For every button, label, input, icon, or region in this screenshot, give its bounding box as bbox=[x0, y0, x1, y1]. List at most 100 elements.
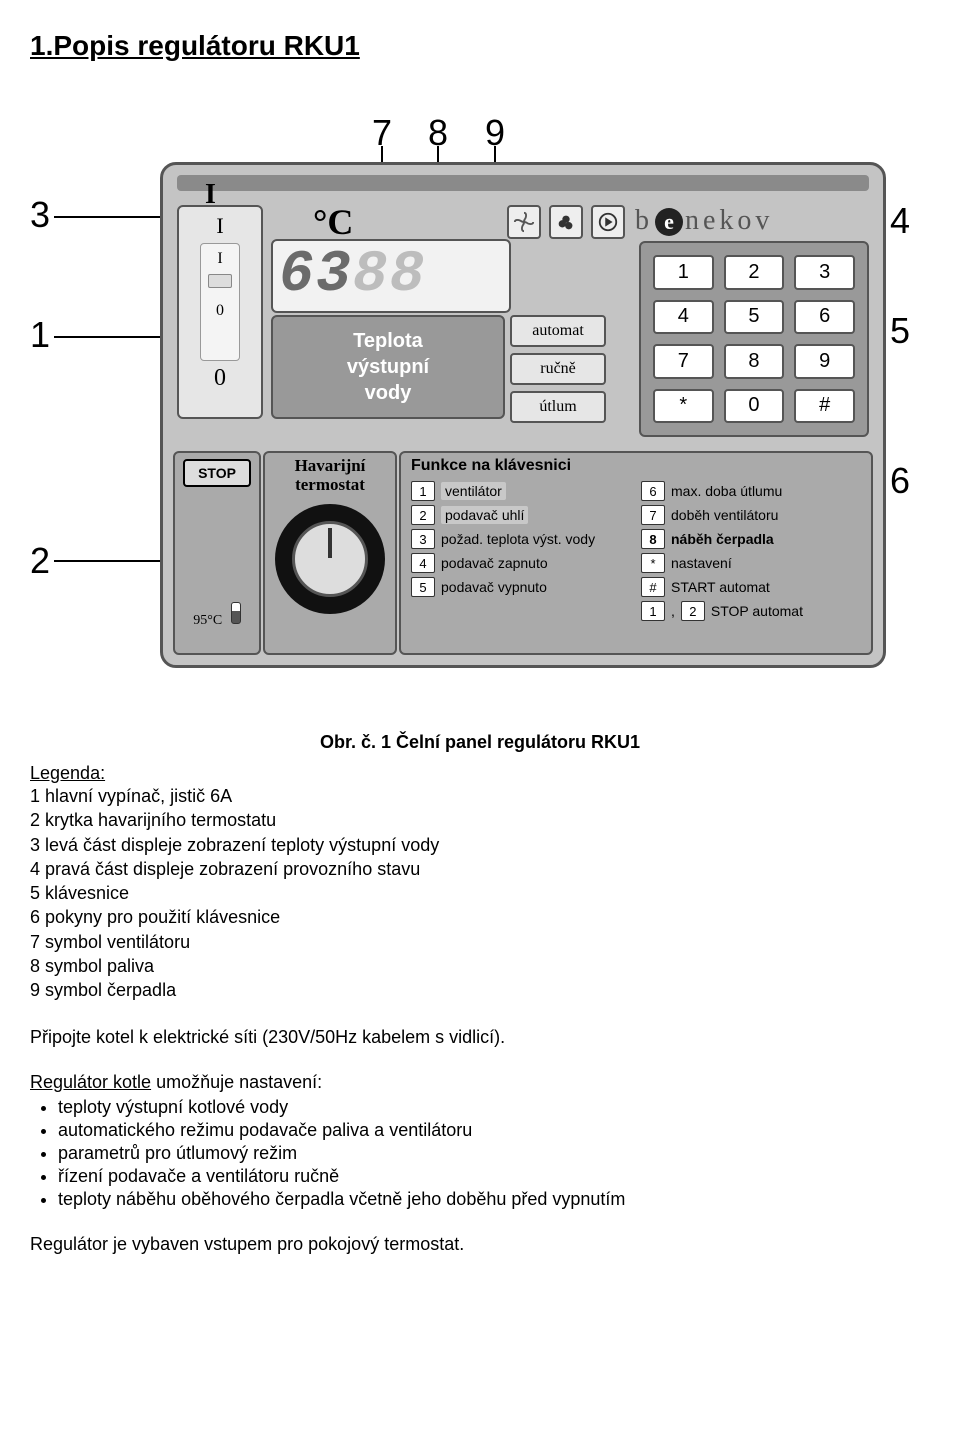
callout-2: 2 bbox=[30, 540, 50, 582]
func-key: 4 bbox=[411, 553, 435, 573]
brand-e-icon: e bbox=[655, 208, 683, 236]
legend-item: 9 symbol čerpadla bbox=[30, 978, 930, 1002]
key-hash[interactable]: # bbox=[794, 389, 855, 424]
regulator-item: řízení podavače a ventilátoru ručně bbox=[58, 1166, 930, 1187]
callout-5: 5 bbox=[890, 310, 910, 352]
mode-utlum[interactable]: útlum bbox=[510, 391, 606, 423]
func-key: 8 bbox=[641, 529, 665, 549]
switch-body: I 0 bbox=[200, 243, 240, 361]
key-8[interactable]: 8 bbox=[724, 344, 785, 379]
stop-button[interactable]: STOP bbox=[183, 459, 251, 487]
regulator-item: teploty výstupní kotlové vody bbox=[58, 1097, 930, 1118]
regulator-item: parametrů pro útlumový režim bbox=[58, 1143, 930, 1164]
func-row: 1,2STOP automat bbox=[641, 601, 861, 621]
key-7[interactable]: 7 bbox=[653, 344, 714, 379]
func-text: doběh ventilátoru bbox=[671, 507, 778, 523]
switch-label-top: I bbox=[179, 213, 261, 239]
callout-1: 1 bbox=[30, 314, 50, 356]
temperature-display: 6 3 8 8 bbox=[271, 239, 511, 313]
digit: 6 bbox=[279, 247, 312, 305]
regulator-head-underline: Regulátor kotle bbox=[30, 1072, 151, 1092]
key-6[interactable]: 6 bbox=[794, 300, 855, 335]
legend-heading: Legenda: bbox=[30, 763, 105, 783]
func-text: max. doba útlumu bbox=[671, 483, 782, 499]
stop-section: STOP 95°C bbox=[173, 451, 261, 655]
key-3[interactable]: 3 bbox=[794, 255, 855, 290]
legend-items: 1 hlavní vypínač, jistič 6A2 krytka hava… bbox=[30, 784, 930, 1003]
thermostat-dial[interactable] bbox=[275, 504, 385, 614]
callout-4: 4 bbox=[890, 200, 910, 242]
fuel-icon bbox=[549, 205, 583, 239]
key-2[interactable]: 2 bbox=[724, 255, 785, 290]
key-1[interactable]: 1 bbox=[653, 255, 714, 290]
thermometer-icon bbox=[231, 602, 241, 624]
brand-b: b bbox=[635, 205, 653, 236]
digit: 3 bbox=[316, 247, 349, 305]
mode-automat[interactable]: automat bbox=[510, 315, 606, 347]
func-row: 5 podavač vypnuto bbox=[411, 577, 631, 597]
emergency-title: Havarijnítermostat bbox=[265, 457, 395, 494]
digit: 8 bbox=[389, 247, 422, 305]
key-star[interactable]: * bbox=[653, 389, 714, 424]
legend-item: 5 klávesnice bbox=[30, 881, 930, 905]
func-text: START automat bbox=[671, 579, 770, 595]
func-key: 5 bbox=[411, 577, 435, 597]
callout-3: 3 bbox=[30, 194, 50, 236]
switch-label-0: 0 bbox=[216, 302, 224, 320]
callout-6: 6 bbox=[890, 460, 910, 502]
func-row: 4podavač zapnuto bbox=[411, 553, 631, 573]
regulator-heading: Regulátor kotle umožňuje nastavení: bbox=[30, 1072, 930, 1093]
func-row: 7doběh ventilátoru bbox=[641, 505, 861, 525]
legend-item: 7 symbol ventilátoru bbox=[30, 930, 930, 954]
func-key: 2 bbox=[411, 505, 435, 525]
rocker-icon bbox=[208, 274, 232, 288]
func-text: ventilátor bbox=[441, 482, 506, 500]
instruction-p1: Připojte kotel k elektrické síti (230V/5… bbox=[30, 1027, 930, 1048]
func-row: # START automat bbox=[641, 577, 861, 597]
brand-label: benekov bbox=[635, 205, 773, 237]
legend-item: 6 pokyny pro použití klávesnice bbox=[30, 905, 930, 929]
legend-item: 1 hlavní vypínač, jistič 6A bbox=[30, 784, 930, 808]
pointer bbox=[54, 336, 174, 338]
func-text: STOP automat bbox=[711, 603, 803, 619]
display-description: Teplotavýstupnívody bbox=[271, 315, 505, 419]
mode-rucne[interactable]: ručně bbox=[510, 353, 606, 385]
legend: Legenda: 1 hlavní vypínač, jistič 6A2 kr… bbox=[30, 763, 930, 1003]
controller-panel: I I I 0 0 °C 6 3 8 8 bbox=[160, 162, 886, 668]
keypad: 1 2 3 4 5 6 7 8 9 * 0 # bbox=[639, 241, 869, 437]
brand-rest: nekov bbox=[685, 205, 773, 236]
temp-95-label: 95°C bbox=[193, 613, 222, 629]
func-row: 3 požad. teplota výst. vody bbox=[411, 529, 631, 549]
key-9[interactable]: 9 bbox=[794, 344, 855, 379]
func-text: náběh čerpadla bbox=[671, 531, 774, 547]
panel-top-bar bbox=[177, 175, 869, 191]
func-row: 8 náběh čerpadla bbox=[641, 529, 861, 549]
func-key: # bbox=[641, 577, 665, 597]
regulator-item: teploty náběhu oběhového čerpadla včetně… bbox=[58, 1189, 930, 1210]
func-text: podavač vypnuto bbox=[441, 579, 547, 595]
digit: 8 bbox=[353, 247, 386, 305]
key-4[interactable]: 4 bbox=[653, 300, 714, 335]
func-key: 6 bbox=[641, 481, 665, 501]
func-text: požad. teplota výst. vody bbox=[441, 531, 595, 547]
regulator-head-rest: umožňuje nastavení: bbox=[151, 1072, 322, 1092]
func-row: 2 podavač uhlí bbox=[411, 505, 631, 525]
pump-icon bbox=[591, 205, 625, 239]
key-5[interactable]: 5 bbox=[724, 300, 785, 335]
page-title: 1.Popis regulátoru RKU1 bbox=[30, 30, 930, 62]
func-key: 3 bbox=[411, 529, 435, 549]
legend-item: 4 pravá část displeje zobrazení provozní… bbox=[30, 857, 930, 881]
func-row: *nastavení bbox=[641, 553, 861, 573]
switch-label-bottom: 0 bbox=[179, 365, 261, 392]
func-row: 6 max. doba útlumu bbox=[641, 481, 861, 501]
regulator-item: automatického režimu podavače paliva a v… bbox=[58, 1120, 930, 1141]
func-text: podavač uhlí bbox=[441, 506, 528, 524]
figure-caption: Obr. č. 1 Čelní panel regulátoru RKU1 bbox=[30, 732, 930, 753]
instruction-p2: Regulátor je vybaven vstupem pro pokojov… bbox=[30, 1234, 930, 1255]
functions-left-col: 1ventilátor2podavač uhlí3požad. teplota … bbox=[411, 481, 631, 597]
keypad-functions: Funkce na klávesnici 1ventilátor2podavač… bbox=[399, 451, 873, 655]
deg-c-label: °C bbox=[313, 201, 353, 243]
key-0[interactable]: 0 bbox=[724, 389, 785, 424]
mode-buttons: automat ručně útlum bbox=[510, 315, 606, 423]
main-switch[interactable]: I I 0 0 bbox=[177, 205, 263, 419]
